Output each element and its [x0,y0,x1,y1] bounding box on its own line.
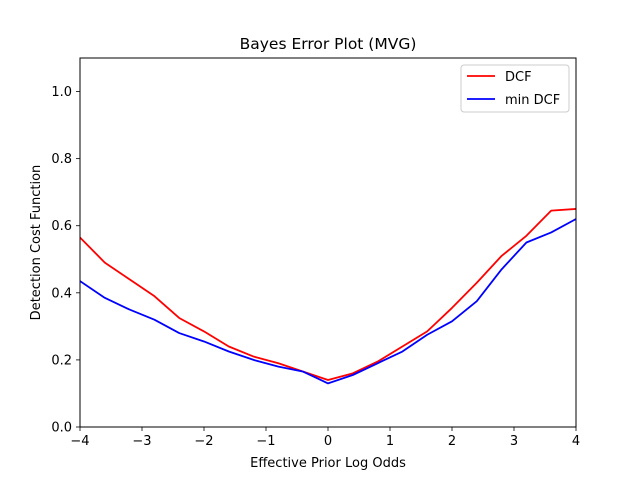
legend-label-dcf: DCF [505,70,532,85]
y-tick-label: 0.0 [51,421,72,436]
x-tick-label: 4 [572,434,580,449]
x-tick-label: 2 [448,434,456,449]
x-axis-ticks: −4 −3 −2 −1 0 1 2 3 4 [70,427,580,449]
x-tick-label: −2 [194,434,213,449]
x-tick-label: 1 [386,434,394,449]
chart-title: Bayes Error Plot (MVG) [240,35,417,53]
y-tick-label: 0.4 [51,286,72,301]
y-tick-label: 1.0 [51,85,72,100]
y-tick-label: 0.2 [51,353,72,368]
x-tick-label: −4 [70,434,89,449]
legend: DCF min DCF [460,64,570,113]
y-tick-label: 0.6 [51,219,72,234]
legend-label-min-dcf: min DCF [505,93,560,108]
x-tick-label: 0 [324,434,332,449]
y-axis-label: Detection Cost Function [29,165,44,321]
x-tick-label: 3 [510,434,518,449]
x-tick-label: −1 [256,434,275,449]
y-axis-ticks: 0.0 0.2 0.4 0.6 0.8 1.0 [51,85,80,436]
y-tick-label: 0.8 [51,152,72,167]
x-tick-label: −3 [132,434,151,449]
series-layer [80,208,576,385]
series-line-min-dcf [80,218,576,385]
x-axis-label: Effective Prior Log Odds [250,456,406,471]
series-line-dcf [80,208,576,381]
